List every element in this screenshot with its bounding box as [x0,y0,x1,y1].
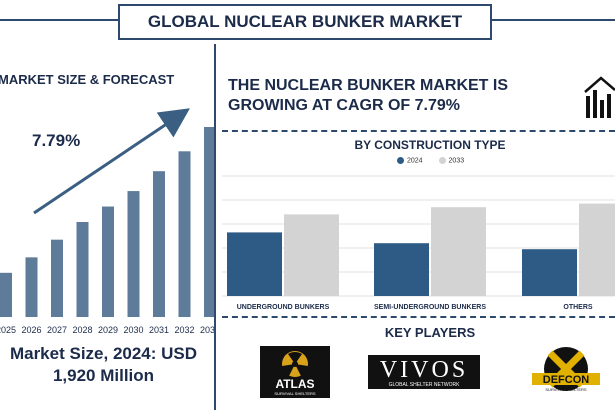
construction-bar-2-2024 [522,249,577,296]
legend-item-2033: 2033 [438,157,465,165]
forecast-bar-2032 [178,151,191,317]
forecast-bar-2027 [51,239,63,317]
market-size-line1: Market Size, 2024: USD [9,344,198,363]
section-divider [222,130,615,132]
market-size-forecast-title: MARKET SIZE & FORECAST [0,72,175,87]
forecast-tick-2026: 2026 [21,325,41,335]
headline: THE NUCLEAR BUNKER MARKET IS GROWING AT … [228,76,558,116]
house-chart-icon [584,76,615,118]
forecast-bar-2028 [76,222,89,317]
legend-item-2024: 2024 [397,157,423,164]
vivos-logo-text: VIVOS [380,357,468,383]
construction-chart: UNDERGROUND BUNKERS SEMI-UNDERGROUND BUNK… [222,175,615,311]
atlas-logo-text: ATLAS [275,377,314,391]
forecast-tick-2027: 2027 [47,325,67,335]
defcon-logo-text: DEFCON [543,374,590,386]
forecast-tick-2028: 2028 [72,325,92,335]
headline-line2: GROWING AT CAGR OF 7.79% [228,97,461,114]
forecast-tick-2031: 2031 [149,325,169,335]
construction-category-label: OTHERS [563,304,593,311]
legend-swatch-2033 [438,157,446,164]
key-players-divider [222,316,615,318]
page-title: GLOBAL NUCLEAR BUNKER MARKET [147,12,463,31]
forecast-tick-2033: 2033 [200,325,214,335]
construction-bar-0-2024 [227,232,282,296]
key-players-title: KEY PLAYERS [384,325,476,340]
title-bar: GLOBAL NUCLEAR BUNKER MARKET [0,0,615,44]
construction-category-label: UNDERGROUND BUNKERS [237,304,330,311]
forecast-bar-2031 [153,171,165,317]
construction-bar-0-2033 [284,214,339,296]
legend-swatch-2024 [397,157,404,164]
forecast-bar-2033 [204,127,214,317]
forecast-tick-2030: 2030 [123,325,143,335]
market-size-line2: 1,920 Million [52,366,155,385]
construction-legend: 2024 2033 [397,157,478,164]
growth-arrow [33,108,190,215]
defcon-logo-sub: SURVIVAL SHELTERS [545,387,587,392]
atlas-logo-sub: SURVIVAL SHELTERS [274,391,316,396]
title-box: GLOBAL NUCLEAR BUNKER MARKET [118,4,492,40]
defcon-logo: DEFCON SURVIVAL SHELTERS [532,347,600,392]
vertical-divider [214,44,216,410]
forecast-bar-2025 [0,272,12,317]
construction-chart-title: BY CONSTRUCTION TYPE [354,138,506,152]
market-size-text: Market Size, 2024: USD 1,920 Million [0,343,211,387]
forecast-bar-2030 [127,191,140,317]
forecast-tick-2032: 2032 [174,325,194,335]
atlas-logo: ATLAS SURVIVAL SHELTERS [260,346,330,398]
vivos-logo: VIVOS GLOBAL SHELTER NETWORK [368,355,480,389]
cagr-label: 7.79% [32,131,81,150]
legend-label-2033: 2033 [448,157,465,165]
construction-bar-1-2033 [431,207,486,296]
forecast-chart: 2025 2026 2027 2028 2029 2030 2031 2032 2033 [0,108,214,335]
headline-line1: THE NUCLEAR BUNKER MARKET IS [228,77,508,94]
vivos-logo-sub: GLOBAL SHELTER NETWORK [389,382,461,388]
forecast-bar-2029 [102,206,114,317]
construction-bar-1-2024 [374,243,429,296]
forecast-tick-2025: 2025 [0,325,16,335]
construction-bar-2-2033 [579,203,615,296]
legend-label-2024: 2024 [407,157,423,165]
construction-category-label: SEMI-UNDERGROUND BUNKERS [374,304,486,311]
forecast-tick-2029: 2029 [98,325,118,335]
forecast-bar-2026 [25,257,38,317]
